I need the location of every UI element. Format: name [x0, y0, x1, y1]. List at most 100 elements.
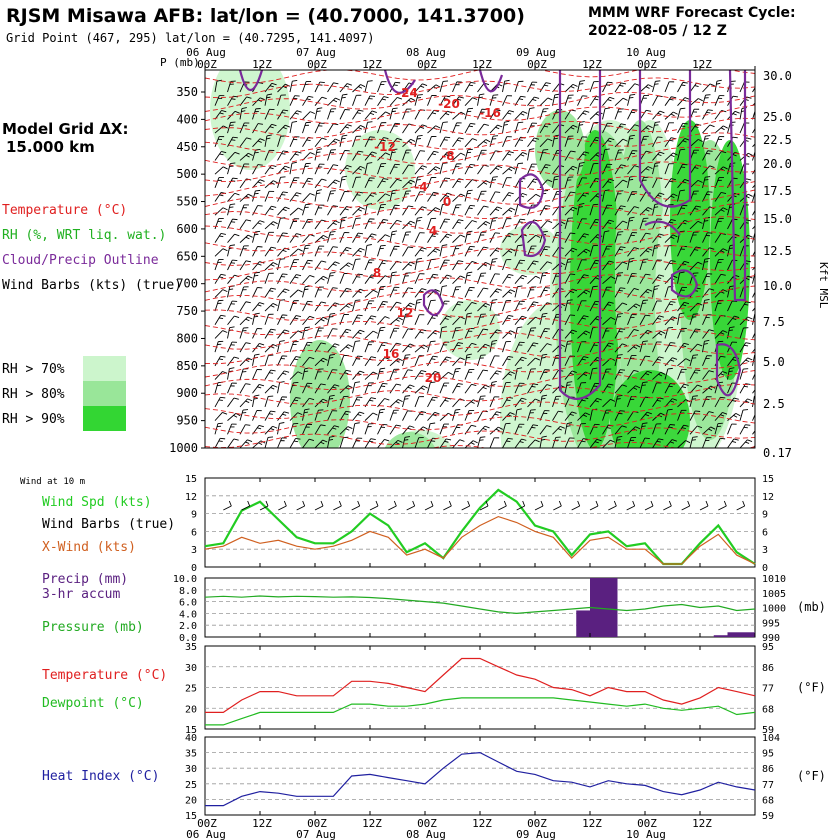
wind-barb: [602, 122, 608, 134]
wind-barb-flag: [633, 369, 639, 372]
wind-barb-flag: [710, 426, 716, 430]
wind-barb-flag: [728, 370, 733, 373]
wind-barb: [289, 289, 299, 298]
wind-barb-flag: [733, 438, 739, 441]
wind-barb: [752, 396, 755, 408]
wind-barb-flag: [356, 112, 361, 114]
wind-barb: [302, 122, 307, 134]
wind-barb: [289, 274, 297, 284]
wind-barb-flag: [360, 165, 366, 169]
wind-barb-flag: [231, 139, 236, 141]
wind-barb-flag: [656, 399, 661, 402]
wind-barb-flag: [582, 194, 587, 197]
wind-barb-flag: [222, 330, 228, 333]
wind-barb-flag: [435, 207, 441, 211]
wind-barb-flag: [443, 98, 448, 100]
date-label: 06 Aug: [186, 46, 226, 59]
wind-barb: [514, 397, 522, 408]
wind-barb: [414, 94, 419, 106]
hour-label: 00Z: [307, 58, 327, 71]
wind-barb: [339, 247, 347, 257]
wind-barb-flag: [316, 189, 322, 192]
wind-barb: [627, 411, 634, 421]
wind-barb: [489, 218, 494, 230]
wind-barb: [302, 438, 310, 448]
wind-barb-flag: [709, 124, 715, 128]
wind-barb: [477, 139, 487, 148]
wind-barb-flag: [432, 414, 437, 417]
wind-barb-flag: [507, 414, 512, 417]
wind-barb: [502, 259, 507, 271]
wind-barb: [589, 424, 596, 435]
wind-barb-flag: [535, 357, 541, 361]
wind-barb: [527, 398, 536, 408]
wind-barb: [289, 207, 299, 216]
wind-barb: [677, 138, 686, 148]
wind-barb-flag: [606, 386, 611, 388]
wind-barb: [689, 139, 699, 148]
wind-barb: [689, 410, 696, 421]
wind-barb: [452, 368, 456, 380]
wind-barb: [402, 205, 409, 216]
wind-barb-flag: [396, 137, 402, 141]
wind-barb-flag: [416, 179, 421, 181]
wind-barb-flag: [310, 111, 316, 115]
height-tick: 17.5: [763, 184, 792, 198]
wind-barb-flag: [622, 343, 628, 346]
wind-barb: [327, 220, 336, 230]
pressure-tick: 700: [176, 277, 198, 291]
wind-barb-flag: [309, 356, 315, 360]
wind-barb-flag: [356, 194, 361, 196]
wind-barb-flag: [645, 209, 650, 212]
wind-barb-flag: [407, 304, 412, 308]
wind-barb: [239, 342, 247, 353]
wind-barb-flag: [658, 356, 664, 359]
wind-barb-flag: [657, 136, 663, 138]
wind-barb-flag: [460, 193, 466, 197]
wind-barb: [296, 505, 305, 511]
rh-region: [710, 140, 750, 380]
wind-barb: [677, 369, 683, 380]
wind-barb-flag: [634, 165, 640, 168]
wind-barb-flag: [322, 275, 328, 279]
wind-barb-flag: [509, 371, 515, 374]
wind-barb-flag: [308, 95, 314, 98]
wind-barb: [364, 110, 373, 120]
wind-barb: [302, 260, 309, 271]
wind-barb-flag: [358, 86, 363, 89]
wind-barb: [514, 341, 521, 353]
wind-barb-flag: [720, 373, 725, 376]
wind-barb: [664, 398, 673, 408]
y-tick: 9: [191, 510, 197, 521]
wind-barb-flag: [419, 167, 425, 170]
wind-barb-flag: [385, 111, 391, 115]
wind-barb: [564, 259, 569, 271]
wind-barb: [702, 94, 706, 106]
wind-barb-flag: [230, 203, 236, 206]
wind-barb-flag: [541, 315, 546, 318]
wind-barb: [489, 411, 497, 421]
wind-barb-flag: [759, 384, 764, 385]
wind-barb-flag: [395, 442, 400, 445]
wind-barb-flag: [672, 111, 678, 115]
wind-barb-flag: [722, 248, 728, 252]
wind-barb-flag: [607, 81, 613, 84]
wind-barb-flag: [457, 342, 464, 344]
wind-barb-flag: [444, 177, 451, 179]
wind-barb-flag: [367, 80, 373, 82]
wind-barb-flag: [672, 357, 678, 360]
wind-barb-flag: [421, 247, 427, 250]
hour-label: 12Z: [252, 58, 272, 71]
wind-barb-flag: [645, 127, 650, 130]
wind-barb: [277, 355, 283, 367]
wind-barb-flag: [282, 413, 287, 416]
wind-barb-flag: [594, 441, 599, 444]
wind-barb: [389, 410, 395, 421]
wind-barb-flag: [304, 329, 309, 332]
wind-barb: [327, 261, 336, 271]
wind-barb-flag: [444, 235, 449, 239]
wind-barb-flag: [746, 219, 752, 222]
wind-barb-flag: [635, 303, 641, 307]
wind-barb-flag: [483, 246, 489, 249]
wind-barb-flag: [269, 167, 274, 170]
